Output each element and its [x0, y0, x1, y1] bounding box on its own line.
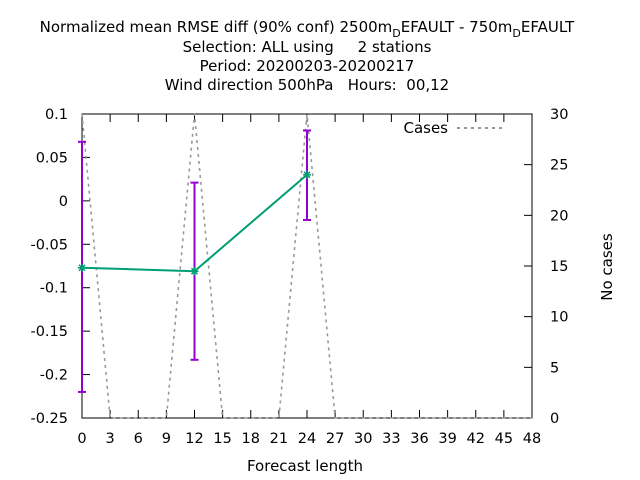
cases-series — [81, 113, 532, 419]
data-point — [190, 267, 199, 276]
x-tick-label: 36 — [410, 431, 428, 447]
x-tick-label: 3 — [106, 431, 115, 447]
y-tick-label: -0.25 — [30, 411, 68, 427]
title-line-4: Wind direction 500hPa Hours: 00,12 — [165, 76, 449, 94]
cases-line — [81, 113, 532, 419]
y-tick-label: 0.05 — [36, 150, 68, 166]
x-axis-label: Forecast length — [247, 457, 363, 475]
chart-title: Normalized mean RMSE diff (90% conf) 250… — [40, 18, 575, 94]
y2-axis-label: No cases — [598, 233, 616, 301]
x-tick-label: 45 — [495, 431, 513, 447]
legend: Cases — [403, 119, 506, 137]
x-tick-label: 30 — [354, 431, 372, 447]
x-tick-label: 33 — [382, 431, 400, 447]
x-axis: 0 3 6 9 12 15 18 21 24 27 30 33 36 39 42 45 48 — [77, 114, 541, 447]
x-tick-label: 27 — [326, 431, 344, 447]
y2-tick-label: 5 — [550, 360, 559, 376]
x-tick-label: 15 — [213, 431, 231, 447]
x-tick-label: 0 — [77, 431, 86, 447]
x-tick-label: 21 — [270, 431, 288, 447]
title-line-2: Selection: ALL using 2 stations — [183, 38, 432, 56]
x-tick-label: 48 — [523, 431, 541, 447]
y-tick-label: -0.2 — [40, 368, 68, 384]
title-line-3: Period: 20200203-20200217 — [200, 57, 415, 75]
x-tick-label: 18 — [242, 431, 260, 447]
x-tick-label: 24 — [298, 431, 316, 447]
x-tick-label: 6 — [134, 431, 143, 447]
y-tick-label: -0.1 — [40, 281, 68, 297]
y2-tick-label: 25 — [550, 158, 568, 174]
x-tick-label: 42 — [467, 431, 485, 447]
x-tick-label: 9 — [162, 431, 171, 447]
y-tick-label: 0 — [59, 194, 68, 210]
y2-tick-label: 0 — [550, 411, 559, 427]
y2-tick-label: 15 — [550, 259, 568, 275]
y2-tick-label: 10 — [550, 310, 568, 326]
y2-tick-label: 20 — [550, 208, 568, 224]
rmse-diff-series — [78, 129, 311, 393]
x-tick-label: 39 — [438, 431, 456, 447]
y-axis: 0.1 0.05 0 -0.05 -0.1 -0.15 -0.2 -0.25 — [30, 107, 90, 427]
data-point — [78, 263, 86, 272]
y-tick-label: -0.15 — [30, 324, 68, 340]
data-point — [303, 170, 311, 179]
y2-axis: 30 25 20 15 10 5 0 — [524, 107, 568, 427]
y2-tick-label: 30 — [550, 107, 568, 123]
title-line-1: Normalized mean RMSE diff (90% conf) 250… — [40, 18, 575, 40]
y-tick-label: 0.1 — [45, 107, 68, 123]
x-tick-label: 12 — [185, 431, 203, 447]
y-tick-label: -0.05 — [30, 237, 68, 253]
legend-label-cases: Cases — [403, 119, 448, 137]
